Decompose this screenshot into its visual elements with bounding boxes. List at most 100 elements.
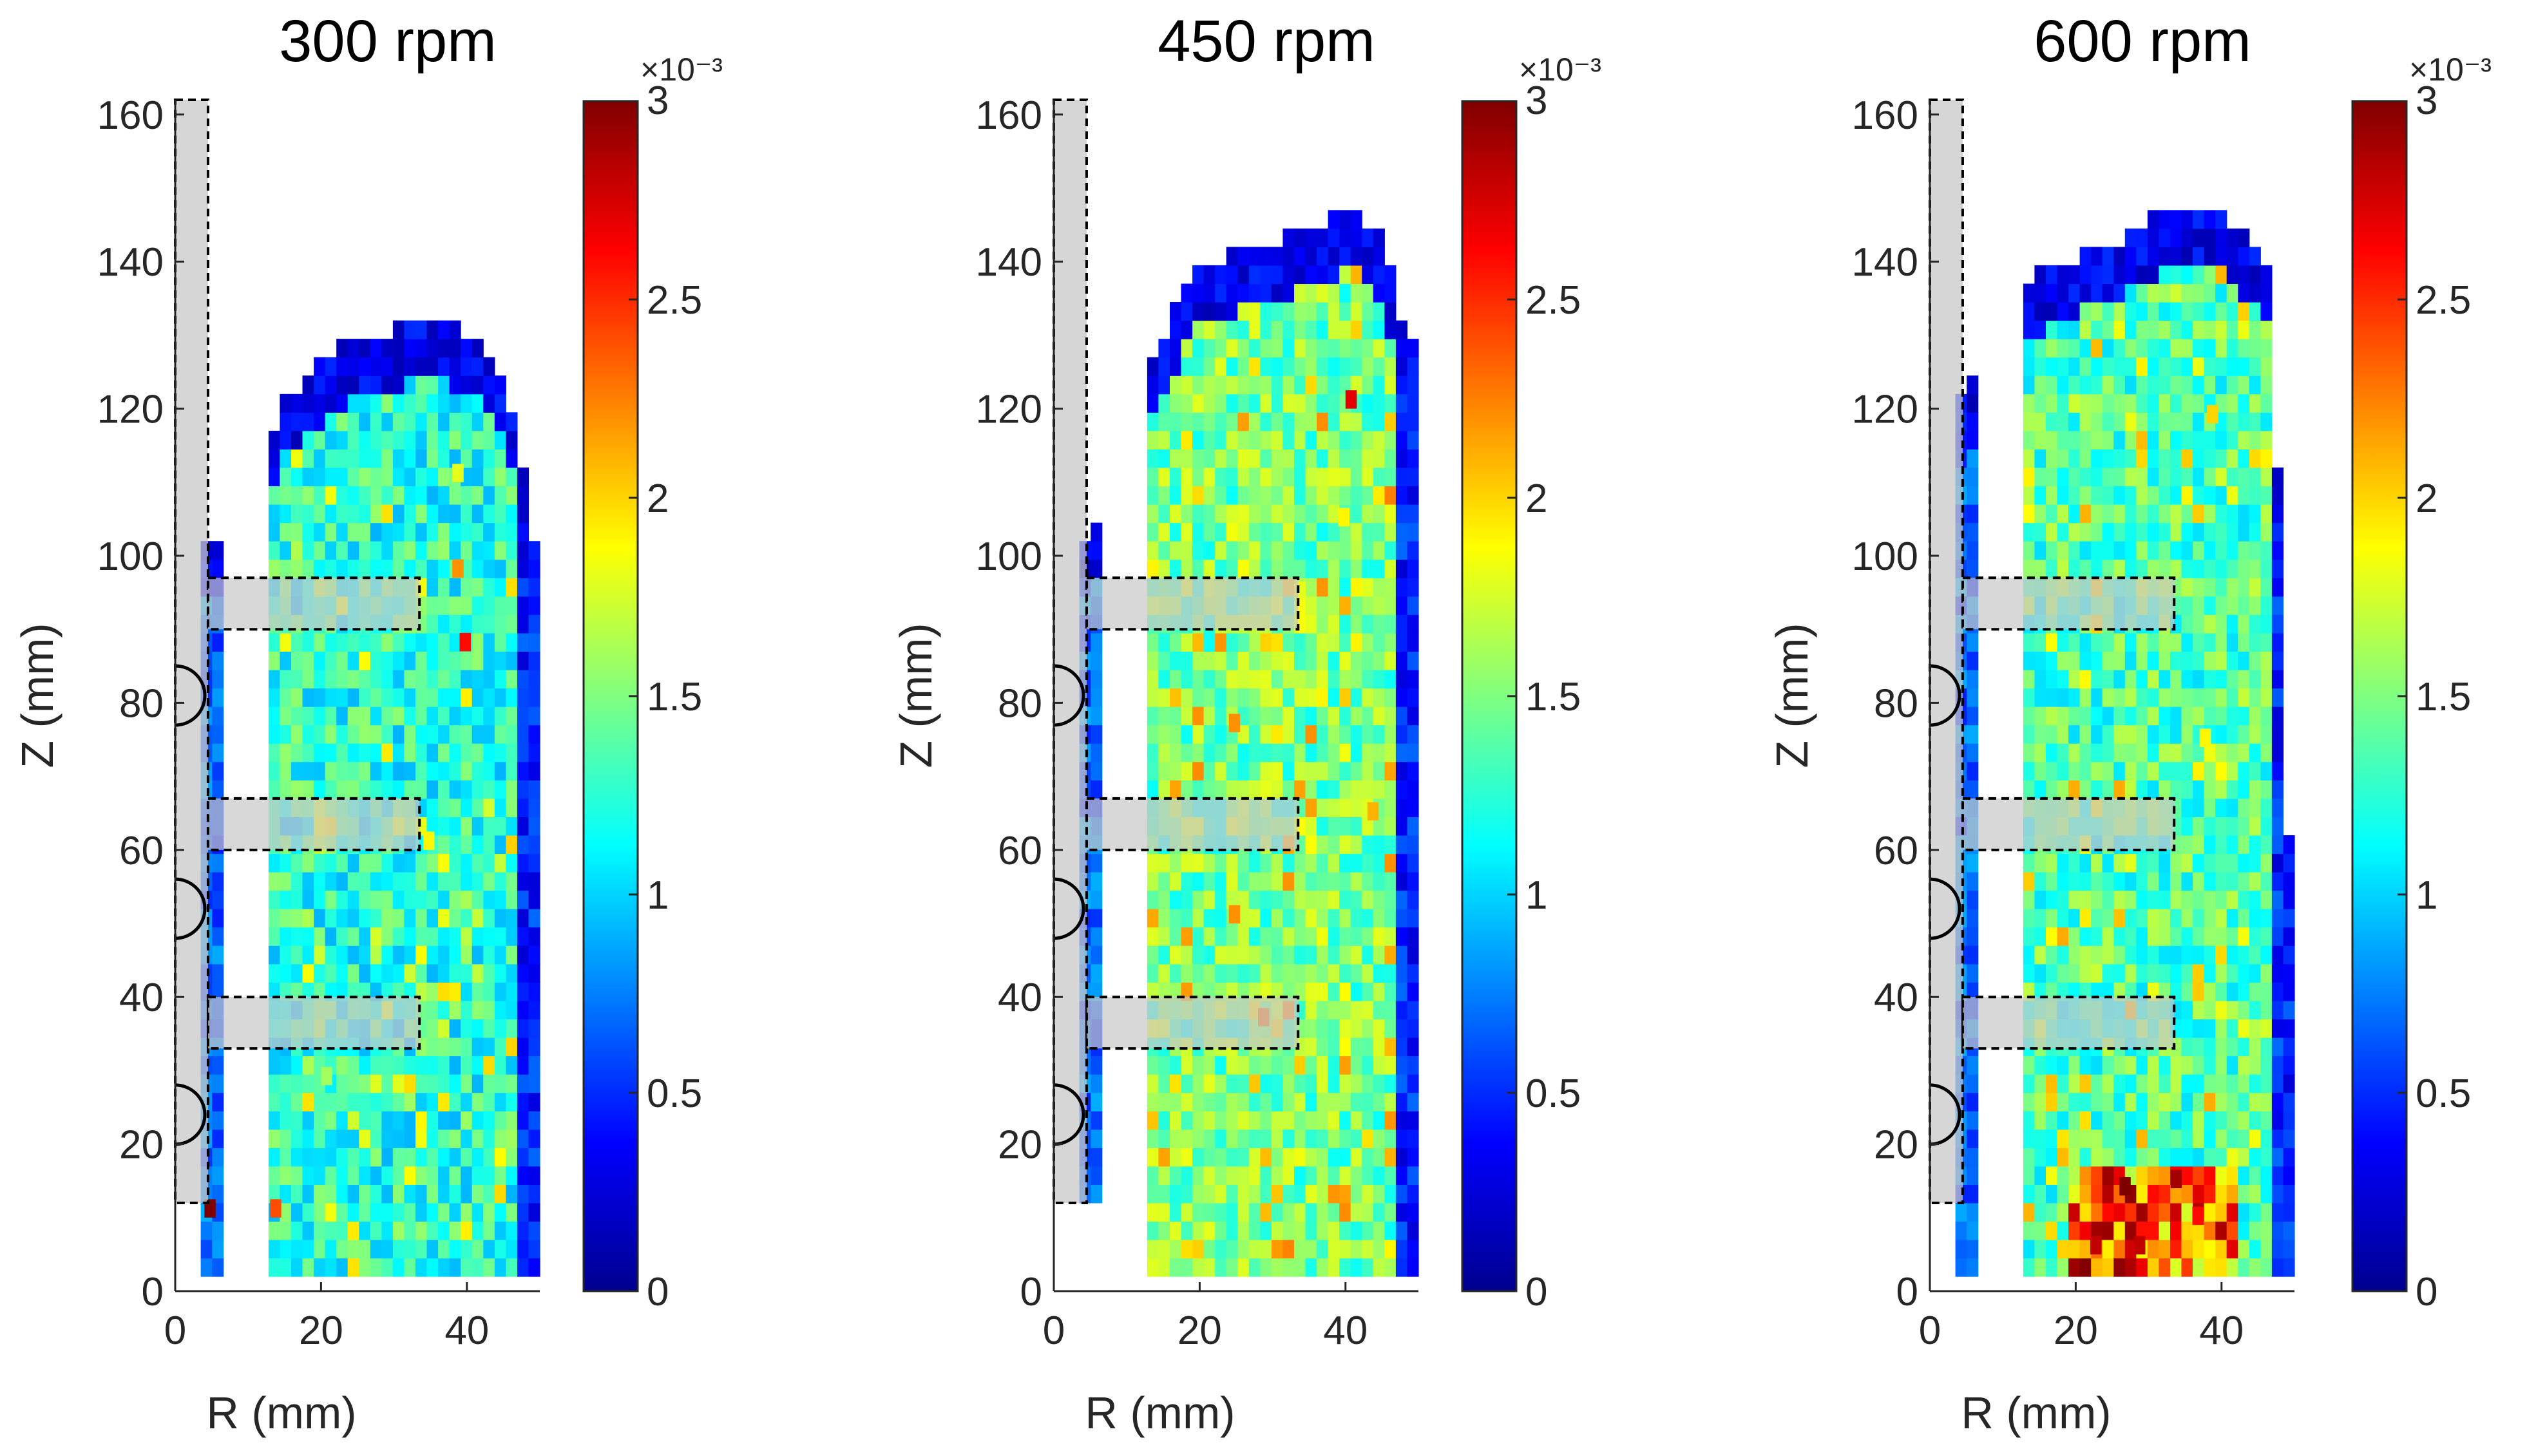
heatmap-cell xyxy=(517,1019,529,1038)
heatmap-cell xyxy=(2091,504,2103,524)
heatmap-cell xyxy=(2260,670,2273,689)
heatmap-cell xyxy=(325,651,337,670)
heatmap-cell xyxy=(1294,449,1306,468)
heatmap-cell xyxy=(1283,339,1295,358)
heatmap-cell xyxy=(1373,486,1385,505)
heatmap-cell xyxy=(2102,375,2114,395)
heatmap-cell xyxy=(1260,339,1272,358)
heatmap-cell xyxy=(2136,761,2148,780)
heatmap-cell xyxy=(528,963,540,983)
heatmap-cell xyxy=(2023,283,2035,303)
heatmap-cell xyxy=(517,706,529,726)
heatmap-cell xyxy=(1328,670,1340,689)
heatmap-cell xyxy=(2057,670,2069,689)
heatmap-cell xyxy=(1283,393,1295,413)
heatmap-cell xyxy=(1328,651,1340,670)
heatmap-cell xyxy=(1339,798,1351,817)
heatmap-cell xyxy=(2249,651,2261,670)
heatmap-cell xyxy=(2249,798,2261,817)
heatmap-cell xyxy=(426,1240,439,1259)
heatmap-cell xyxy=(1362,596,1374,615)
heatmap-cell xyxy=(2034,927,2046,946)
heatmap-cell xyxy=(1967,522,1979,542)
heatmap-cell xyxy=(2204,853,2216,873)
heatmap-cell xyxy=(2170,1203,2182,1222)
heatmap-cell xyxy=(1407,724,1419,744)
heatmap-cell xyxy=(1203,632,1216,652)
heatmap-cell xyxy=(1305,724,1317,744)
heatmap-cell xyxy=(426,890,439,909)
heatmap-cell xyxy=(347,357,359,376)
heatmap-cell xyxy=(528,927,540,946)
heatmap-cell xyxy=(2249,596,2261,615)
heatmap-cell xyxy=(2181,1148,2193,1167)
heatmap-cell xyxy=(280,743,292,762)
heatmap-cell xyxy=(370,486,382,505)
heatmap-cell xyxy=(2068,468,2081,487)
heatmap-cell xyxy=(2057,430,2069,449)
heatmap-cell xyxy=(2102,743,2114,762)
heatmap-cell xyxy=(1147,1074,1159,1093)
heatmap-cell xyxy=(461,1184,473,1204)
heatmap-cell xyxy=(1170,430,1182,449)
heatmap-cell xyxy=(2113,412,2126,431)
heatmap-cell xyxy=(472,578,484,597)
heatmap-cell xyxy=(2283,1148,2295,1167)
heatmap-cell xyxy=(1271,486,1283,505)
heatmap-cell xyxy=(1384,1221,1397,1240)
x-tick-label: 40 xyxy=(2199,1309,2244,1353)
heatmap-cell xyxy=(2170,651,2182,670)
heatmap-cell xyxy=(2215,1184,2227,1204)
heatmap-cell xyxy=(461,430,473,449)
heatmap-cell xyxy=(1283,228,1295,247)
heatmap-cell xyxy=(268,486,280,505)
heatmap-cell xyxy=(336,761,348,780)
heatmap-cell xyxy=(2204,743,2216,762)
heatmap-cell xyxy=(280,945,292,965)
heatmap-cell xyxy=(1395,393,1407,413)
heatmap-cell xyxy=(302,1184,314,1204)
impeller-blade-outline xyxy=(1961,996,2176,1050)
heatmap-cell xyxy=(2181,283,2193,303)
heatmap-cell xyxy=(1158,522,1170,542)
heatmap-cell xyxy=(1339,780,1351,799)
hotspot-cell xyxy=(1338,507,1349,527)
heatmap-cell xyxy=(1158,909,1170,928)
heatmap-cell xyxy=(1317,357,1329,376)
heatmap-cell xyxy=(2249,1258,2261,1277)
heatmap-cell xyxy=(494,375,506,395)
heatmap-cell xyxy=(302,468,314,487)
heatmap-cell xyxy=(2057,706,2069,726)
heatmap-cell xyxy=(2215,522,2227,542)
heatmap-cell xyxy=(528,1074,540,1093)
heatmap-cell xyxy=(2249,1092,2261,1111)
heatmap-cell xyxy=(1170,688,1182,707)
heatmap-cell xyxy=(1317,798,1329,817)
heatmap-cell xyxy=(1181,853,1193,873)
heatmap-cell xyxy=(1339,1258,1351,1277)
heatmap-cell xyxy=(1203,1055,1216,1075)
heatmap-cell xyxy=(426,651,439,670)
heatmap-cell xyxy=(347,890,359,909)
heatmap-cell xyxy=(1181,632,1193,652)
y-tick-label: 120 xyxy=(1852,388,1918,432)
heatmap-cell xyxy=(1339,596,1351,615)
heatmap-cell xyxy=(1170,412,1182,431)
heatmap-cell xyxy=(461,1037,473,1057)
heatmap-cell xyxy=(2260,1148,2273,1167)
heatmap-cell xyxy=(347,1221,359,1240)
x-axis-label: R (mm) xyxy=(1961,1388,2111,1438)
heatmap-cell xyxy=(2204,357,2216,376)
heatmap-cell xyxy=(517,945,529,965)
heatmap-cell xyxy=(381,504,394,524)
heatmap-cell xyxy=(370,339,382,358)
heatmap-cell xyxy=(1373,412,1385,431)
heatmap-cell xyxy=(1237,1240,1250,1259)
heatmap-cell xyxy=(1271,302,1283,321)
heatmap-cell xyxy=(415,743,428,762)
heatmap-cell xyxy=(1350,596,1362,615)
heatmap-cell xyxy=(2159,486,2171,505)
heatmap-cell xyxy=(1384,1129,1397,1148)
heatmap-cell xyxy=(1226,890,1238,909)
heatmap-cell xyxy=(506,945,518,965)
